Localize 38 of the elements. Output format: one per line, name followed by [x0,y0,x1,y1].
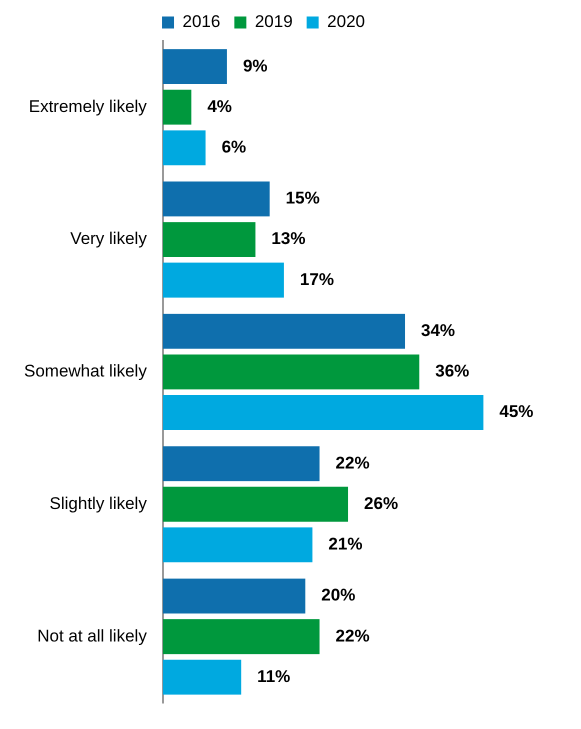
data-label: 26% [364,494,398,513]
data-label: 6% [222,137,246,156]
data-label: 45% [499,402,534,422]
data-label: 20% [321,586,356,605]
bar [162,527,312,562]
y-tick-label: Very likely [70,229,148,248]
data-label: 13% [271,229,306,248]
y-tick-label: Not at all likely [37,626,148,646]
data-label: 11% [257,666,290,686]
bar [162,314,406,349]
bar [162,619,320,654]
y-tick-label: Slightly likely [50,494,148,513]
bar [162,222,256,257]
bar [162,486,348,522]
legend-label: 2020 [327,12,365,32]
data-label: 17% [300,270,334,289]
data-label: 21% [328,534,362,554]
bar [162,395,484,430]
bar [162,90,192,125]
data-label: 34% [421,320,456,340]
data-label: 22% [336,626,370,646]
data-label: 15% [286,188,320,208]
bar [162,130,206,166]
data-label: 9% [242,56,268,76]
bar [162,49,227,84]
data-label: 4% [207,96,232,116]
bar [162,578,306,614]
bar [162,446,320,482]
y-tick-label: Extremely likely [28,96,148,116]
y-tick-label: Somewhat likely [24,362,148,381]
legend-label: 2019 [254,12,293,32]
bar [162,660,242,695]
data-label: 36% [435,362,470,381]
bar [162,354,420,390]
bar [162,262,284,298]
legend-label: 2016 [182,12,220,32]
data-label: 22% [336,453,370,472]
bar [162,181,270,216]
